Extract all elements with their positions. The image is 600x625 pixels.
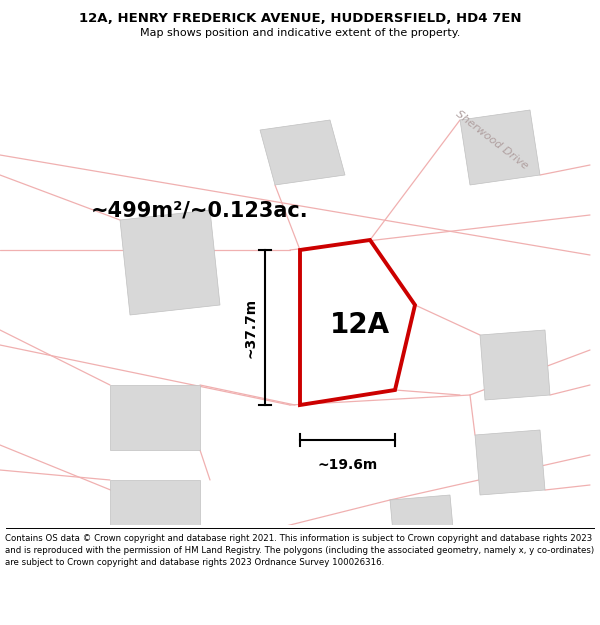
Polygon shape [110,385,200,450]
Polygon shape [480,330,550,400]
Text: 12A: 12A [330,311,390,339]
Text: 12A, HENRY FREDERICK AVENUE, HUDDERSFIELD, HD4 7EN: 12A, HENRY FREDERICK AVENUE, HUDDERSFIEL… [79,12,521,25]
Polygon shape [460,110,540,185]
Text: Sherwood Drive: Sherwood Drive [454,108,530,171]
Text: Contains OS data © Crown copyright and database right 2021. This information is : Contains OS data © Crown copyright and d… [5,534,595,567]
Text: ~37.7m: ~37.7m [243,298,257,358]
Text: ~499m²/~0.123ac.: ~499m²/~0.123ac. [91,200,309,220]
Text: ~19.6m: ~19.6m [317,458,377,472]
Polygon shape [300,240,415,405]
Polygon shape [110,480,200,545]
Text: Map shows position and indicative extent of the property.: Map shows position and indicative extent… [140,29,460,39]
Polygon shape [475,430,545,495]
Polygon shape [260,120,345,185]
Polygon shape [390,495,455,555]
Polygon shape [120,210,220,315]
